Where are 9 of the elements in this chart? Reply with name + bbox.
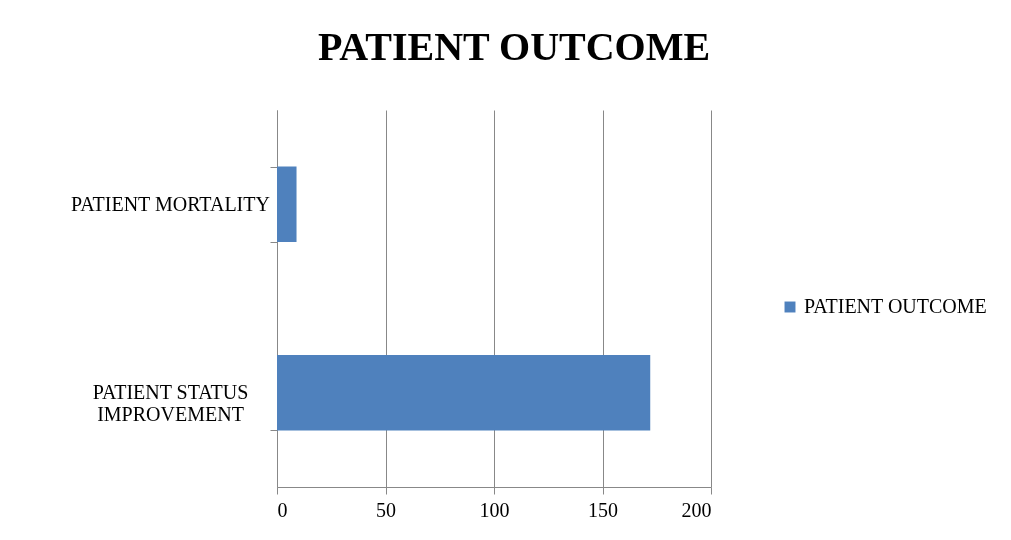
x-tick-label: 200 [681,498,712,521]
x-tick-label: 100 [479,498,510,521]
x-tick-label: 50 [376,498,396,521]
y-tick-label: PATIENT MORTALITY [71,192,270,215]
chart-title: PATIENT OUTCOME [317,24,711,69]
x-tick-label: 0 [277,498,288,521]
x-tick-label: 150 [588,498,618,521]
y-tick-label: PATIENT STATUS IMPROVEMENT [92,381,249,426]
legend-label: PATIENT OUTCOME [804,295,987,317]
